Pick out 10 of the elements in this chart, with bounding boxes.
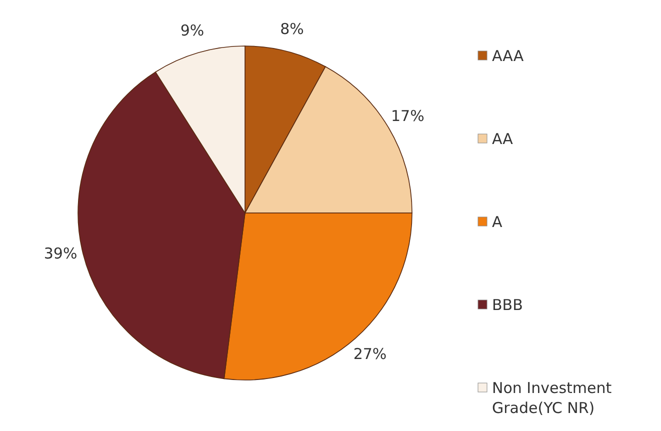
data-label: 8%	[280, 20, 304, 38]
legend-label: AA	[492, 130, 514, 148]
legend-label: Non Investment Grade(YC NR)	[492, 379, 612, 417]
legend-label: A	[492, 213, 503, 231]
data-label: 39%	[44, 244, 78, 262]
legend-label: AAA	[492, 47, 524, 65]
data-label: 27%	[353, 344, 387, 363]
data-label: 9%	[180, 22, 204, 40]
data-label: 17%	[391, 106, 424, 125]
legend-label: BBB	[492, 296, 523, 314]
